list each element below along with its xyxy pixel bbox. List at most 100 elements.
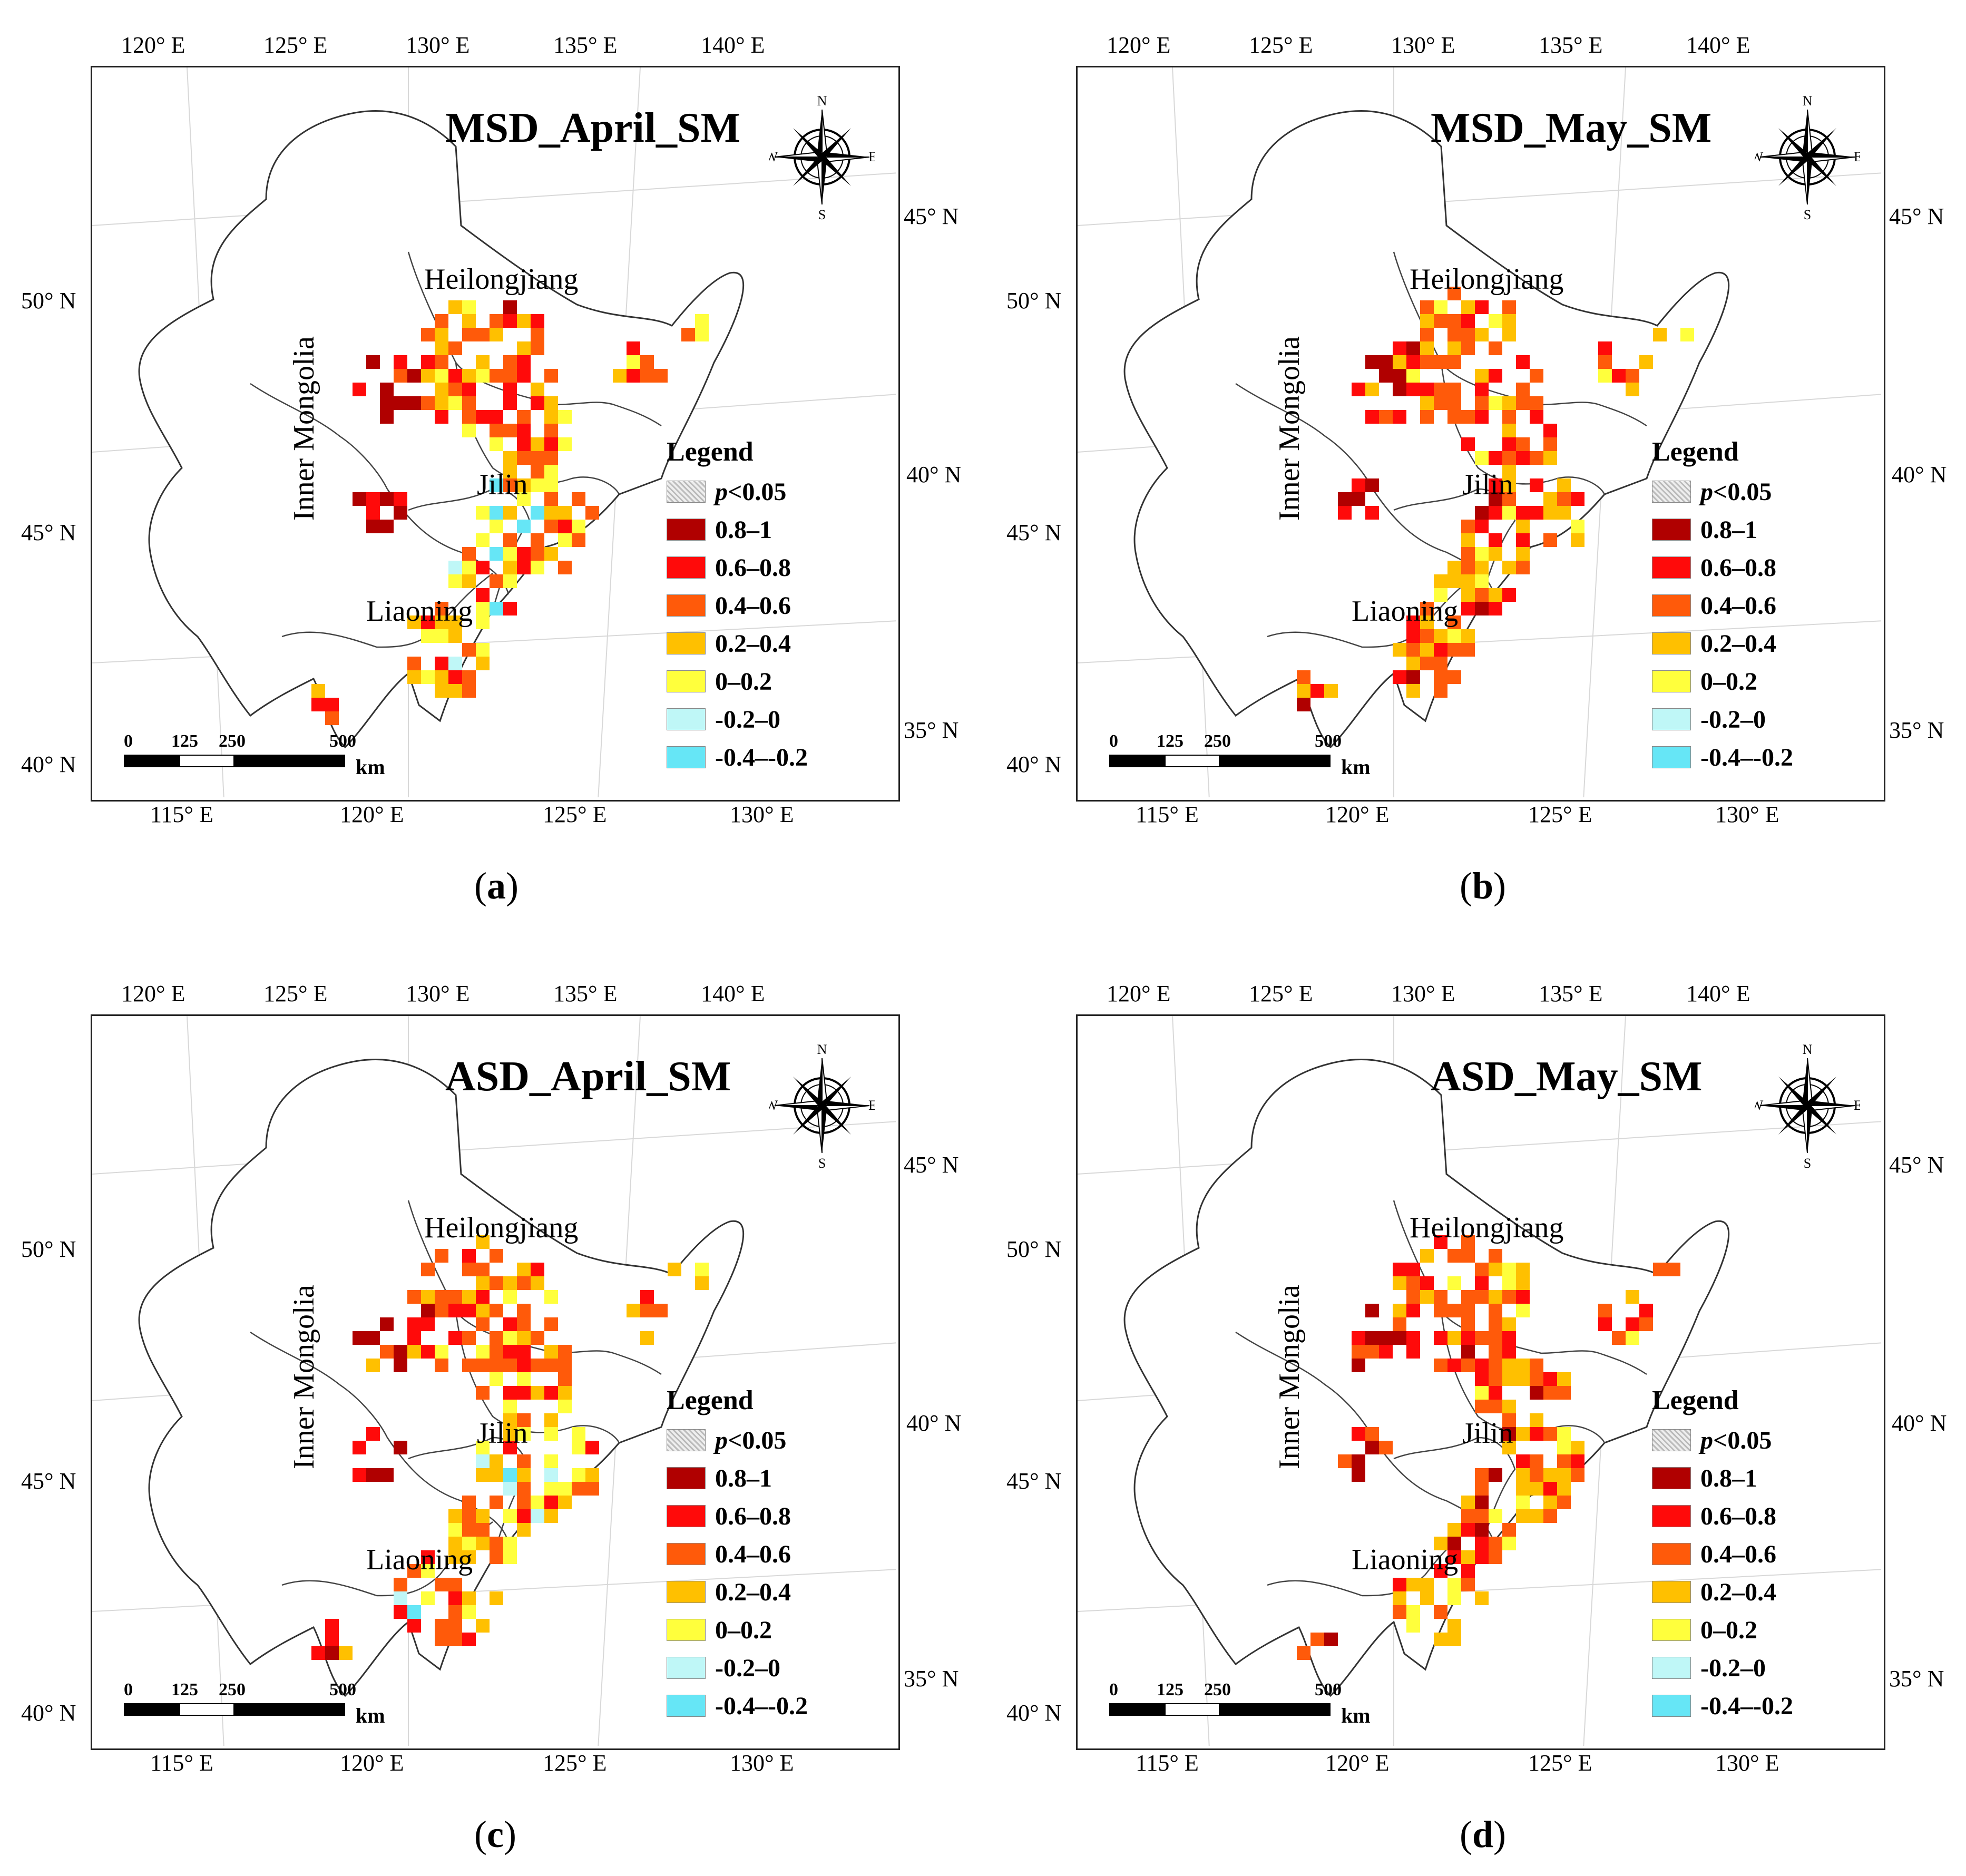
- correlation-cell: [1406, 1263, 1420, 1276]
- correlation-cell: [476, 1619, 490, 1633]
- hatch-swatch: [667, 481, 706, 503]
- correlation-cell: [1420, 341, 1434, 355]
- correlation-cell: [503, 1345, 517, 1359]
- correlation-cell: [1420, 1276, 1434, 1290]
- correlation-cell: [1406, 1605, 1420, 1619]
- correlation-cell: [407, 1345, 421, 1359]
- correlation-cell: [1626, 1331, 1639, 1345]
- correlation-cell: [517, 1304, 531, 1317]
- correlation-cell: [1516, 533, 1530, 547]
- legend-swatch: [667, 594, 706, 617]
- correlation-cell: [1461, 533, 1475, 547]
- correlation-cell: [476, 1523, 490, 1537]
- correlation-cell: [1434, 629, 1447, 643]
- correlation-cell: [1447, 1537, 1461, 1550]
- correlation-cell: [1502, 396, 1516, 410]
- correlation-cell: [1420, 1249, 1434, 1263]
- scale-label: 125: [1157, 731, 1183, 751]
- correlation-cell: [1598, 355, 1612, 369]
- correlation-cell: [435, 410, 448, 424]
- left-lat-tick: 40° N: [21, 751, 76, 777]
- graticule-line: [92, 172, 896, 226]
- top-lon-tick: 130° E: [1391, 981, 1455, 1007]
- correlation-cell: [1530, 1509, 1543, 1523]
- top-lon-tick: 120° E: [1107, 32, 1171, 58]
- correlation-cell: [1475, 561, 1489, 574]
- correlation-cell: [1352, 383, 1365, 396]
- correlation-cell: [1365, 1345, 1379, 1359]
- correlation-cell: [1461, 520, 1475, 533]
- correlation-cell: [1516, 1509, 1530, 1523]
- correlation-cell: [517, 1263, 531, 1276]
- correlation-cell: [1489, 1263, 1502, 1276]
- correlation-cell: [448, 1550, 462, 1564]
- legend-swatch: [667, 1657, 706, 1679]
- correlation-cell: [1653, 328, 1667, 341]
- correlation-cell: [1530, 369, 1543, 383]
- correlation-cell: [1352, 1468, 1365, 1482]
- correlation-cell: [380, 410, 394, 424]
- correlation-cell: [1530, 1482, 1543, 1496]
- correlation-cell: [1543, 1509, 1557, 1523]
- correlation-cell: [448, 629, 462, 643]
- legend-row: 0–0.2: [1652, 1611, 1793, 1649]
- correlation-cell: [490, 1276, 503, 1290]
- bottom-lon-tick: 130° E: [1715, 802, 1779, 827]
- top-lon-tick: 140° E: [1686, 32, 1750, 58]
- correlation-cell: [1461, 328, 1475, 341]
- correlation-cell: [558, 1372, 572, 1386]
- map-frame: ASD_May_SM Heilongjiang Jilin Liaoning I…: [1076, 1014, 1885, 1750]
- correlation-cell: [503, 1386, 517, 1400]
- correlation-cell: [490, 602, 503, 615]
- correlation-cell: [380, 1345, 394, 1359]
- correlation-cell: [1393, 643, 1406, 657]
- compass-e: E: [1854, 149, 1860, 164]
- correlation-cell: [558, 1482, 572, 1496]
- correlation-cell: [1543, 1496, 1557, 1509]
- bottom-lon-tick: 130° E: [1715, 1750, 1779, 1776]
- correlation-cell: [448, 670, 462, 684]
- correlation-cell: [1352, 478, 1365, 492]
- correlation-cell: [517, 341, 531, 355]
- legend-row: 0.6–0.8: [667, 1497, 808, 1535]
- correlation-cell: [1406, 670, 1420, 684]
- correlation-cell: [1516, 1290, 1530, 1304]
- correlation-cell: [462, 1523, 476, 1537]
- correlation-cell: [558, 533, 572, 547]
- compass-rose-icon: N S E W: [769, 94, 875, 220]
- scale-label: 125: [1157, 1680, 1183, 1699]
- correlation-cell: [421, 1550, 435, 1564]
- correlation-cell: [1502, 465, 1516, 478]
- correlation-cell: [1502, 561, 1516, 574]
- legend-label: -0.4–-0.2: [1700, 1692, 1793, 1720]
- correlation-cell: [421, 355, 435, 369]
- correlation-cell: [544, 410, 558, 424]
- correlation-cell: [544, 1454, 558, 1468]
- correlation-cell: [1352, 1359, 1365, 1372]
- correlation-cell: [462, 383, 476, 396]
- correlation-cell: [407, 1619, 421, 1633]
- correlation-cell: [681, 328, 695, 341]
- correlation-cell: [325, 1646, 339, 1660]
- correlation-cell: [462, 643, 476, 657]
- correlation-cell: [1489, 533, 1502, 547]
- correlation-cell: [1475, 1591, 1489, 1605]
- correlation-cell: [1447, 1591, 1461, 1605]
- left-lat-tick: 50° N: [21, 288, 76, 314]
- correlation-cell: [366, 1427, 380, 1441]
- correlation-cell: [1434, 314, 1447, 328]
- province-label-liaoning: Liaoning: [366, 1543, 473, 1576]
- correlation-cell: [1447, 561, 1461, 574]
- correlation-cell: [1530, 1359, 1543, 1372]
- correlation-cell: [366, 1468, 380, 1482]
- correlation-cell: [1420, 602, 1434, 615]
- correlation-cell: [1379, 1345, 1393, 1359]
- legend-label: 0.8–1: [715, 1464, 772, 1492]
- correlation-cell: [448, 684, 462, 698]
- correlation-cell: [407, 1564, 421, 1578]
- correlation-cell: [435, 1578, 448, 1591]
- correlation-cell: [421, 328, 435, 341]
- correlation-cell: [1420, 643, 1434, 657]
- correlation-cell: [544, 1427, 558, 1441]
- correlation-cell: [1461, 1509, 1475, 1523]
